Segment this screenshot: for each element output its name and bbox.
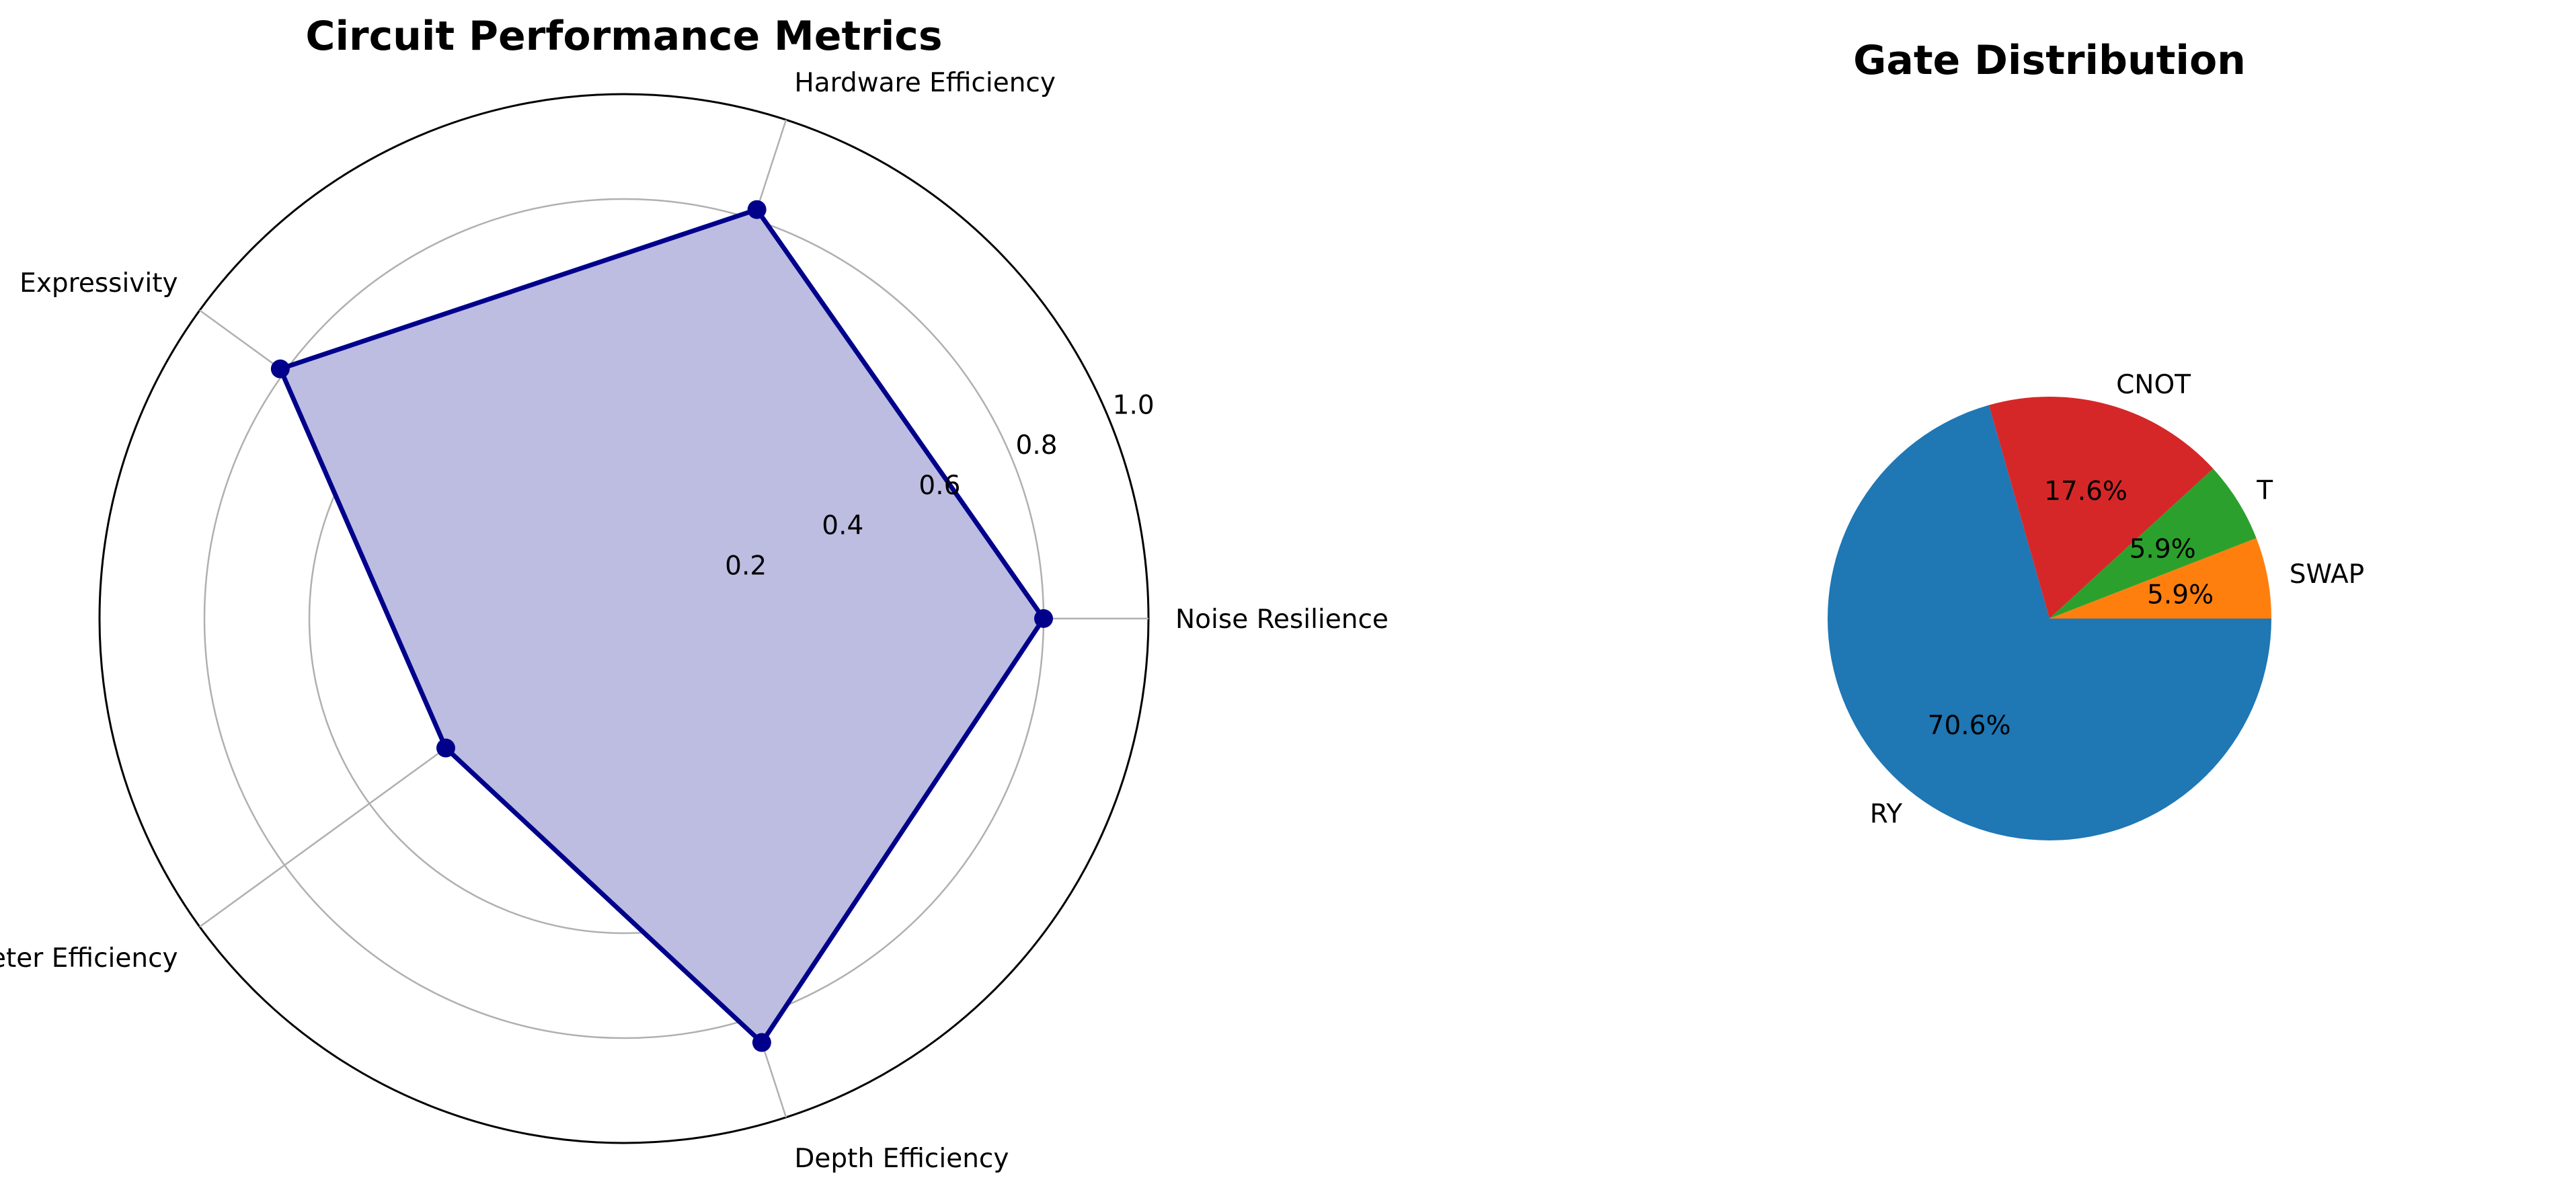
radar-point-expressivity <box>270 359 290 379</box>
radar-axis-label-noise-resilience: Noise Resilience <box>1175 604 1389 635</box>
radar-axis-label-hardware-efficiency: Hardware Efficiency <box>794 68 1056 98</box>
radar-point-depth-efficiency <box>752 1033 771 1052</box>
radar-axis-labels: Noise Resilience Hardware Efficiency Expre… <box>0 68 1389 1174</box>
pie-chart: Gate Distribution RY 70.6% CNOT 17.6% T 5.9% S… <box>1827 37 2364 840</box>
radar-area <box>280 209 1044 1043</box>
radar-chart: Circuit Performance Metrics 0.2 0.4 0.6 0.8… <box>0 13 1389 1174</box>
pie-chart-title: Gate Distribution <box>1853 37 2246 84</box>
pie-pct-cnot: 17.6% <box>2044 477 2128 507</box>
radar-rtick-label: 1.0 <box>1113 391 1155 421</box>
pie-label-cnot: CNOT <box>2116 370 2191 400</box>
radar-axis-label-depth-efficiency: Depth Efficiency <box>794 1144 1009 1174</box>
radar-line <box>278 207 1046 1045</box>
radar-point-hardware-efficiency <box>747 200 767 219</box>
pie-slice-ry <box>1827 405 2271 840</box>
radar-rtick-label: 0.8 <box>1016 430 1058 461</box>
pie-slice-cnot <box>1988 396 2214 619</box>
radar-series <box>270 200 1053 1052</box>
pie-labels: RY 70.6% CNOT 17.6% T 5.9% SWAP 5.9% <box>1870 370 2364 830</box>
pie-pct-t: 5.9% <box>2130 534 2196 564</box>
pie-label-swap: SWAP <box>2290 559 2364 590</box>
pie-pct-swap: 5.9% <box>2147 580 2214 610</box>
pie-label-t: T <box>2256 475 2273 506</box>
radar-axis-label-expressivity: Expressivity <box>19 268 178 299</box>
radar-point-noise-resilience <box>1034 609 1053 628</box>
radar-rtick-label: 0.4 <box>822 511 863 541</box>
radar-axis-label-parameter-efficiency: Parameter Efficiency <box>0 943 178 974</box>
radar-chart-title: Circuit Performance Metrics <box>305 13 942 60</box>
radar-rtick-label: 0.2 <box>725 551 767 581</box>
radar-point-parameter-efficiency <box>436 738 455 758</box>
pie-slice-t <box>2050 469 2257 619</box>
pie-pct-ry: 70.6% <box>1928 711 2011 741</box>
pie-slices <box>1827 396 2271 840</box>
radar-rtick-label: 0.6 <box>919 471 960 501</box>
pie-slice-swap <box>2050 538 2271 619</box>
pie-label-ry: RY <box>1870 799 1903 830</box>
radar-radial-tick-labels: 0.2 0.4 0.6 0.8 1.0 <box>725 391 1155 582</box>
